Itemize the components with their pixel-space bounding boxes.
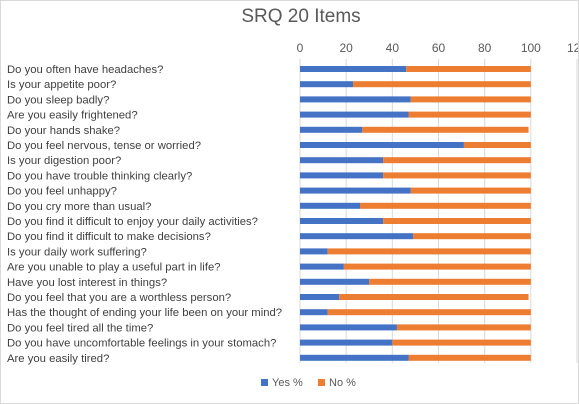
bar-no — [408, 354, 531, 361]
bar-yes — [300, 187, 411, 194]
category-label: Do your hands shake? — [7, 125, 120, 137]
legend-label: No % — [329, 377, 356, 389]
category-label: Is your daily work suffering? — [7, 246, 147, 258]
x-tick-label: 120 — [567, 41, 578, 55]
bar-no — [383, 172, 531, 179]
bar-yes — [300, 142, 464, 148]
category-label: Has the thought of ending your life been… — [7, 307, 282, 319]
bar-no — [369, 278, 531, 285]
bar-no — [406, 66, 531, 72]
bar-no — [410, 96, 531, 103]
gridlines — [299, 59, 578, 363]
bar-no — [339, 294, 529, 300]
category-label: Do you have uncomfortable feelings in yo… — [7, 338, 276, 350]
bar-yes — [300, 278, 370, 285]
category-label: Do you feel that you are a worthless per… — [7, 292, 231, 304]
category-labels: Do you often have headaches? Is your appe… — [7, 64, 282, 365]
chart-title: SRQ 20 Items — [241, 6, 360, 27]
bar-yes — [300, 126, 363, 133]
bar-yes — [300, 248, 328, 255]
bar-yes — [300, 96, 411, 103]
x-axis-ticks: 0 20 40 60 80 100 120 — [297, 41, 578, 55]
legend: Yes % No % — [261, 377, 356, 389]
bar-no — [362, 126, 529, 133]
category-label: Do you sleep badly? — [7, 94, 109, 106]
category-label: Are you easily frightened? — [7, 110, 138, 122]
bar-yes — [300, 202, 361, 209]
bar-no — [392, 339, 531, 346]
bar-no — [343, 263, 531, 270]
bar-yes — [300, 81, 354, 88]
bar-no — [413, 233, 531, 240]
legend-label: Yes % — [272, 377, 303, 389]
category-label: Have you lost interest in things? — [7, 277, 167, 289]
x-tick-label: 0 — [297, 41, 304, 55]
category-label: Do you feel nervous, tense or worried? — [7, 140, 201, 152]
legend-swatch — [261, 379, 268, 386]
bar-no — [383, 218, 531, 224]
bar-no — [327, 309, 531, 316]
category-label: Do you find it difficult to make decisio… — [7, 231, 211, 243]
category-label: Do you find it difficult to enjoy your d… — [7, 216, 258, 228]
x-tick-label: 60 — [432, 41, 446, 55]
category-label: Is your digestion poor? — [7, 155, 121, 167]
category-label: Do you cry more than usual? — [7, 201, 151, 213]
category-label: Do you feel unhappy? — [7, 186, 117, 198]
bar-yes — [300, 263, 344, 270]
bar-no — [353, 81, 531, 88]
category-label: Are you easily tired? — [7, 353, 109, 365]
category-label: Do you have trouble thinking clearly? — [7, 170, 192, 182]
bar-yes — [300, 157, 384, 164]
category-label: Is your appetite poor? — [7, 79, 116, 91]
bar-no — [410, 187, 531, 194]
bar-no — [327, 248, 531, 255]
bar-yes — [300, 66, 407, 72]
bars — [300, 66, 531, 361]
bar-yes — [300, 294, 340, 300]
bar-yes — [300, 233, 414, 240]
bar-no — [360, 202, 531, 209]
bar-yes — [300, 111, 409, 118]
bar-no — [396, 324, 531, 331]
bar-no — [383, 157, 531, 164]
x-tick-label: 80 — [478, 41, 492, 55]
category-label: Do you feel tired all the time? — [7, 322, 153, 334]
bar-yes — [300, 172, 384, 179]
x-tick-label: 100 — [521, 41, 541, 55]
bar-no — [408, 111, 531, 118]
bar-no — [463, 142, 531, 148]
legend-swatch — [318, 379, 325, 386]
bar-yes — [300, 309, 328, 316]
category-label: Are you unable to play a useful part in … — [7, 262, 221, 274]
bar-yes — [300, 354, 409, 361]
x-tick-label: 20 — [339, 41, 353, 55]
x-tick-label: 40 — [386, 41, 400, 55]
bar-yes — [300, 218, 384, 224]
bar-yes — [300, 339, 393, 346]
category-label: Do you often have headaches? — [7, 64, 163, 76]
bar-yes — [300, 324, 397, 331]
